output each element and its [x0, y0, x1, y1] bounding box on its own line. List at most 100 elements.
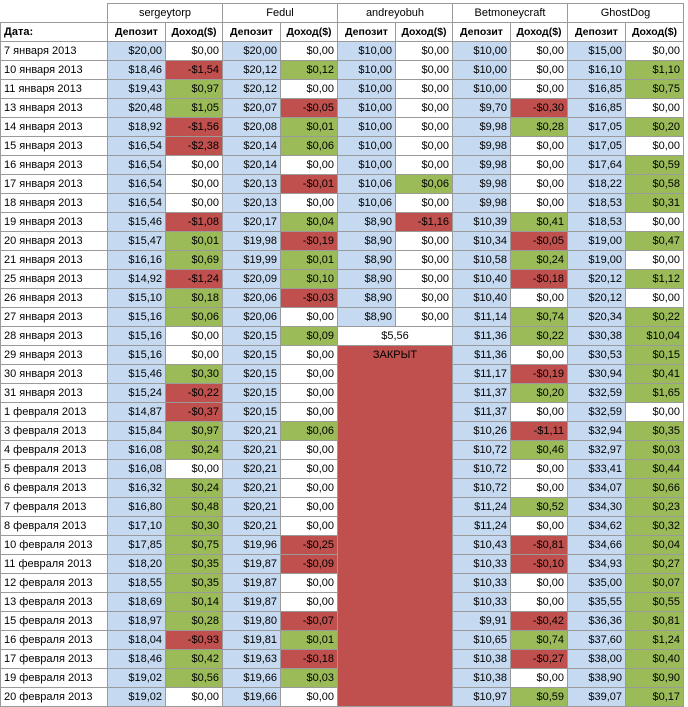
deposit-cell-ghostdog: $35,00 — [567, 573, 626, 593]
income-cell-andreyobuh: $0,00 — [395, 136, 453, 156]
deposit-cell-andreyobuh: $10,00 — [337, 41, 396, 61]
deposit-cell-ghostdog: $35,55 — [567, 592, 626, 612]
table-row: 27 января 2013 $15,16 $0,06 $20,06 $0,00 $8,9… — [0, 307, 684, 327]
deposit-cell-andreyobuh: $10,00 — [337, 155, 396, 175]
player-name-sergeytorp: sergeytorp — [107, 3, 223, 23]
deposit-cell-fedul: $20,15 — [222, 326, 281, 346]
deposit-cell-sergeytorp: $16,16 — [107, 250, 166, 270]
date-cell: 28 января 2013 — [0, 326, 108, 346]
deposit-cell-sergeytorp: $19,02 — [107, 668, 166, 688]
deposit-cell-sergeytorp: $19,02 — [107, 687, 166, 707]
income-cell-sergeytorp: $0,18 — [165, 288, 223, 308]
account-closed-cell: ЗАКРЫТ — [337, 345, 453, 707]
income-cell-andreyobuh: $0,00 — [395, 193, 453, 213]
income-cell-sergeytorp: $0,42 — [165, 649, 223, 669]
income-cell-sergeytorp: $0,00 — [165, 326, 223, 346]
deposit-cell-sergeytorp: $18,20 — [107, 554, 166, 574]
deposit-header: Депозит — [337, 22, 396, 42]
deposit-cell-ghostdog: $20,12 — [567, 288, 626, 308]
table-row: 14 января 2013 $18,92 -$1,56 $20,08 $0,01 $10… — [0, 117, 684, 137]
deposit-cell-fedul: $20,21 — [222, 440, 281, 460]
income-cell-ghostdog: $0,58 — [625, 174, 684, 194]
deposit-cell-ghostdog: $33,41 — [567, 459, 626, 479]
deposit-cell-fedul: $20,12 — [222, 79, 281, 99]
deposit-cell-sergeytorp: $15,84 — [107, 421, 166, 441]
income-cell-sergeytorp: $0,97 — [165, 421, 223, 441]
income-cell-andreyobuh: $0,00 — [395, 41, 453, 61]
deposit-cell-sergeytorp: $18,04 — [107, 630, 166, 650]
deposit-cell-betmoneycraft: $11,14 — [452, 307, 511, 327]
deposit-cell-sergeytorp: $18,46 — [107, 60, 166, 80]
income-cell-ghostdog: $0,04 — [625, 535, 684, 555]
table-row: 13 февраля 2013 $18,69 $0,14 $19,87 $0,00 $10… — [0, 592, 684, 612]
deposit-cell-andreyobuh: $10,06 — [337, 174, 396, 194]
income-cell-fedul: $0,04 — [280, 212, 338, 232]
deposit-cell-betmoneycraft: $10,72 — [452, 478, 511, 498]
deposit-cell-ghostdog: $18,53 — [567, 212, 626, 232]
income-cell-andreyobuh: $0,00 — [395, 60, 453, 80]
table-row: 13 января 2013 $20,48 $1,05 $20,07 -$0,05 $10… — [0, 98, 684, 118]
income-cell-fedul: $0,00 — [280, 402, 338, 422]
income-cell-betmoneycraft: -$0,27 — [510, 649, 568, 669]
income-cell-fedul: $0,09 — [280, 326, 338, 346]
income-cell-fedul: -$0,19 — [280, 231, 338, 251]
deposit-cell-fedul: $19,98 — [222, 231, 281, 251]
income-cell-sergeytorp: $0,24 — [165, 440, 223, 460]
income-cell-sergeytorp: $0,97 — [165, 79, 223, 99]
deposit-cell-ghostdog: $19,00 — [567, 250, 626, 270]
income-cell-ghostdog: $10,04 — [625, 326, 684, 346]
income-cell-fedul: $0,00 — [280, 516, 338, 536]
deposit-cell-betmoneycraft: $9,98 — [452, 155, 511, 175]
income-cell-ghostdog: $0,55 — [625, 592, 684, 612]
table-row: 1 февраля 2013 $14,87 -$0,37 $20,15 $0,00 $11… — [0, 402, 684, 422]
income-cell-ghostdog: $1,10 — [625, 60, 684, 80]
deposit-cell-sergeytorp: $17,85 — [107, 535, 166, 555]
date-cell: 19 февраля 2013 — [0, 668, 108, 688]
income-cell-fedul: $0,00 — [280, 193, 338, 213]
table-row: 7 января 2013 $20,00 $0,00 $20,00 $0,00 $10,0… — [0, 41, 684, 61]
date-cell: 1 февраля 2013 — [0, 402, 108, 422]
deposit-cell-fedul: $19,87 — [222, 592, 281, 612]
income-cell-fedul: -$0,18 — [280, 649, 338, 669]
income-cell-sergeytorp: $0,06 — [165, 307, 223, 327]
income-cell-andreyobuh: $0,00 — [395, 269, 453, 289]
income-cell-ghostdog: $0,31 — [625, 193, 684, 213]
income-cell-ghostdog: $0,81 — [625, 611, 684, 631]
deposit-cell-ghostdog: $17,64 — [567, 155, 626, 175]
date-cell: 19 января 2013 — [0, 212, 108, 232]
deposit-cell-fedul: $20,13 — [222, 174, 281, 194]
deposit-header: Депозит — [107, 22, 166, 42]
income-cell-sergeytorp: $0,00 — [165, 459, 223, 479]
deposit-cell-betmoneycraft: $9,91 — [452, 611, 511, 631]
date-header: Дата: — [0, 22, 108, 42]
income-cell-ghostdog: $0,27 — [625, 554, 684, 574]
deposit-cell-andreyobuh: $8,90 — [337, 307, 396, 327]
income-cell-ghostdog: $0,00 — [625, 136, 684, 156]
deposit-cell-ghostdog: $16,85 — [567, 98, 626, 118]
deposit-cell-sergeytorp: $15,16 — [107, 345, 166, 365]
income-cell-sergeytorp: $0,00 — [165, 193, 223, 213]
deposit-cell-betmoneycraft: $10,34 — [452, 231, 511, 251]
deposit-cell-andreyobuh: $10,00 — [337, 79, 396, 99]
income-cell-betmoneycraft: $0,00 — [510, 459, 568, 479]
income-cell-betmoneycraft: $0,24 — [510, 250, 568, 270]
income-cell-betmoneycraft: $0,00 — [510, 60, 568, 80]
date-cell: 13 января 2013 — [0, 98, 108, 118]
deposit-cell-fedul: $20,21 — [222, 516, 281, 536]
income-cell-betmoneycraft: -$0,30 — [510, 98, 568, 118]
date-cell: 8 февраля 2013 — [0, 516, 108, 536]
income-cell-ghostdog: $0,07 — [625, 573, 684, 593]
player-name-row: sergeytorp Fedul andreyobuh Betmoneycraf… — [0, 3, 684, 23]
deposit-header: Депозит — [222, 22, 281, 42]
date-cell: 11 февраля 2013 — [0, 554, 108, 574]
table-row: 12 февраля 2013 $18,55 $0,35 $19,87 $0,00 $10… — [0, 573, 684, 593]
income-cell-andreyobuh: $0,06 — [395, 174, 453, 194]
deposit-cell-fedul: $20,15 — [222, 383, 281, 403]
table-row: 21 января 2013 $16,16 $0,69 $19,99 $0,01 $8,9… — [0, 250, 684, 270]
deposit-cell-ghostdog: $32,59 — [567, 402, 626, 422]
income-cell-sergeytorp: -$2,38 — [165, 136, 223, 156]
income-cell-andreyobuh: $0,00 — [395, 79, 453, 99]
income-cell-ghostdog: $0,03 — [625, 440, 684, 460]
deposit-cell-sergeytorp: $19,43 — [107, 79, 166, 99]
income-cell-fedul: -$0,09 — [280, 554, 338, 574]
